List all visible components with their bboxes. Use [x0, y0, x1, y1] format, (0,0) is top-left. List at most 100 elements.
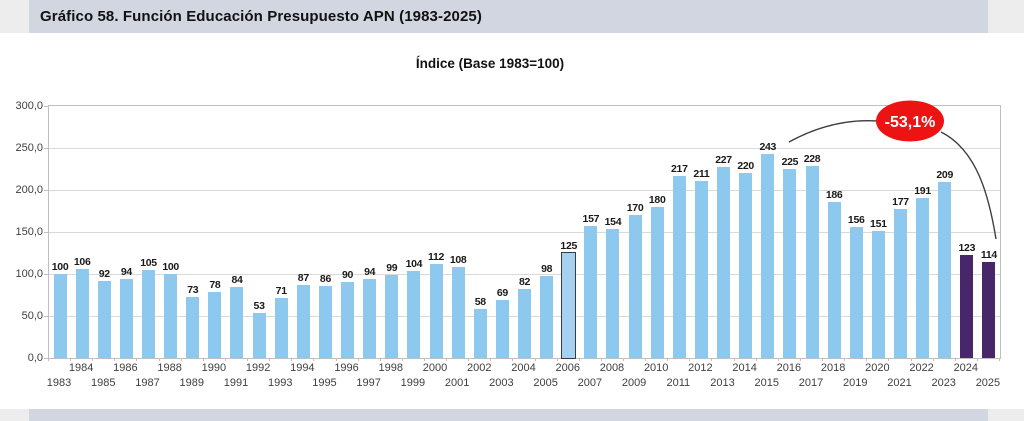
x-tick — [910, 358, 912, 361]
x-axis-label-2010: 2010 — [643, 362, 669, 374]
value-label-2015: 243 — [759, 140, 777, 153]
x-tick — [755, 358, 757, 361]
x-tick — [136, 358, 138, 361]
x-axis-label-2015: 2015 — [754, 377, 779, 389]
x-axis: 1983 1984 1985 1986 1987 1988 1989 1990 1991 1992… — [47, 358, 1000, 400]
x-axis-label-1991: 1991 — [223, 377, 249, 389]
title-band-row: Gráfico 58. Función Educación Presupuest… — [0, 0, 1024, 33]
x-axis-label-2006: 2006 — [555, 362, 580, 374]
y-axis-label: 100,0 — [15, 268, 43, 280]
y-tick-150 — [44, 231, 49, 233]
value-label-2021: 177 — [892, 196, 909, 209]
x-tick — [822, 358, 824, 361]
x-axis-label-2018: 2018 — [820, 362, 846, 374]
x-axis-label-1993: 1993 — [267, 377, 293, 389]
x-axis-label-2023: 2023 — [931, 377, 956, 389]
value-label-2008: 154 — [604, 215, 622, 228]
x-axis-label-2022: 2022 — [909, 362, 934, 374]
bar-2010 — [650, 206, 664, 358]
value-label-2022: 191 — [914, 184, 931, 197]
bar-2014 — [739, 173, 753, 358]
value-label-2001: 108 — [449, 254, 467, 267]
y-axis-label: 50,0 — [21, 310, 43, 322]
bar-2017 — [805, 166, 819, 358]
x-axis-label-1998: 1998 — [378, 362, 404, 374]
value-label-1997: 94 — [364, 266, 376, 279]
x-tick — [976, 358, 978, 361]
page-edge-right — [988, 0, 1024, 33]
bar-1995 — [318, 285, 332, 358]
x-tick — [733, 358, 735, 361]
value-label-2002: 58 — [474, 296, 486, 309]
x-axis-label-1995: 1995 — [312, 377, 337, 389]
value-label-1996: 90 — [342, 269, 354, 282]
x-axis-label-2016: 2016 — [776, 362, 802, 374]
x-axis-label-1994: 1994 — [290, 362, 315, 374]
x-axis-label-1983: 1983 — [46, 377, 72, 389]
y-axis-label: 0,0 — [27, 352, 43, 364]
next-section-band — [29, 409, 988, 421]
x-tick — [446, 358, 448, 361]
bar-2013 — [717, 167, 731, 358]
value-label-2005: 98 — [541, 262, 553, 275]
x-tick — [999, 358, 1000, 361]
y-axis-label: 150,0 — [15, 226, 43, 238]
y-tick-200 — [44, 189, 49, 191]
bar-2000 — [429, 263, 443, 358]
bar-2020 — [871, 231, 885, 358]
x-tick — [468, 358, 470, 361]
bar-2002 — [473, 309, 487, 358]
bar-2021 — [893, 209, 907, 358]
value-label-2025: 114 — [980, 249, 997, 262]
bar-1991 — [230, 287, 244, 358]
value-label-2010: 180 — [648, 193, 666, 206]
x-tick — [512, 358, 514, 361]
x-axis-label-1990: 1990 — [201, 362, 227, 374]
gridline-100 — [49, 274, 1000, 275]
bar-2024 — [960, 254, 974, 358]
bar-2011 — [672, 175, 686, 358]
bar-1983 — [53, 274, 67, 358]
x-tick — [954, 358, 956, 361]
x-axis-label-2008: 2008 — [599, 362, 625, 374]
bar-1999 — [407, 270, 421, 358]
x-tick — [667, 358, 669, 361]
next-section-band-row — [0, 409, 1024, 421]
x-axis-label-1985: 1985 — [91, 377, 116, 389]
value-label-2007: 157 — [582, 213, 600, 226]
bar-1992 — [252, 313, 266, 358]
value-label-1985: 92 — [98, 267, 110, 280]
chart-subtitle: Índice (Base 1983=100) — [415, 56, 565, 71]
x-axis-label-2012: 2012 — [688, 362, 713, 374]
x-axis-label-2009: 2009 — [621, 377, 647, 389]
gridline-250 — [49, 148, 1000, 149]
y-axis-label: 250,0 — [15, 142, 43, 154]
y-tick-300 — [44, 105, 49, 107]
bar-2008 — [606, 228, 620, 358]
value-label-1989: 73 — [187, 283, 199, 296]
bar-1989 — [186, 296, 200, 358]
y-tick-50 — [44, 315, 49, 317]
bar-1994 — [296, 284, 310, 358]
x-tick — [799, 358, 801, 361]
x-axis-label-2020: 2020 — [865, 362, 890, 374]
x-tick — [291, 358, 293, 361]
y-tick-100 — [44, 273, 49, 275]
x-tick — [158, 358, 160, 361]
value-label-2009: 170 — [626, 202, 644, 215]
value-label-2016: 225 — [781, 156, 799, 168]
bar-1988 — [164, 274, 178, 358]
x-axis-label-1999: 1999 — [400, 377, 426, 389]
bar-1990 — [208, 292, 222, 358]
x-axis-label-2001: 2001 — [444, 377, 470, 389]
x-axis-label-2000: 2000 — [422, 362, 448, 374]
bar-1984 — [75, 268, 89, 358]
bar-2004 — [518, 289, 531, 358]
x-axis-label-2005: 2005 — [533, 377, 558, 389]
bar-2018 — [827, 201, 841, 358]
x-axis-label-2013: 2013 — [710, 377, 735, 389]
bar-2007 — [584, 226, 598, 358]
value-label-1994: 87 — [297, 271, 309, 284]
value-label-2013: 227 — [715, 154, 732, 167]
x-tick — [202, 358, 204, 361]
